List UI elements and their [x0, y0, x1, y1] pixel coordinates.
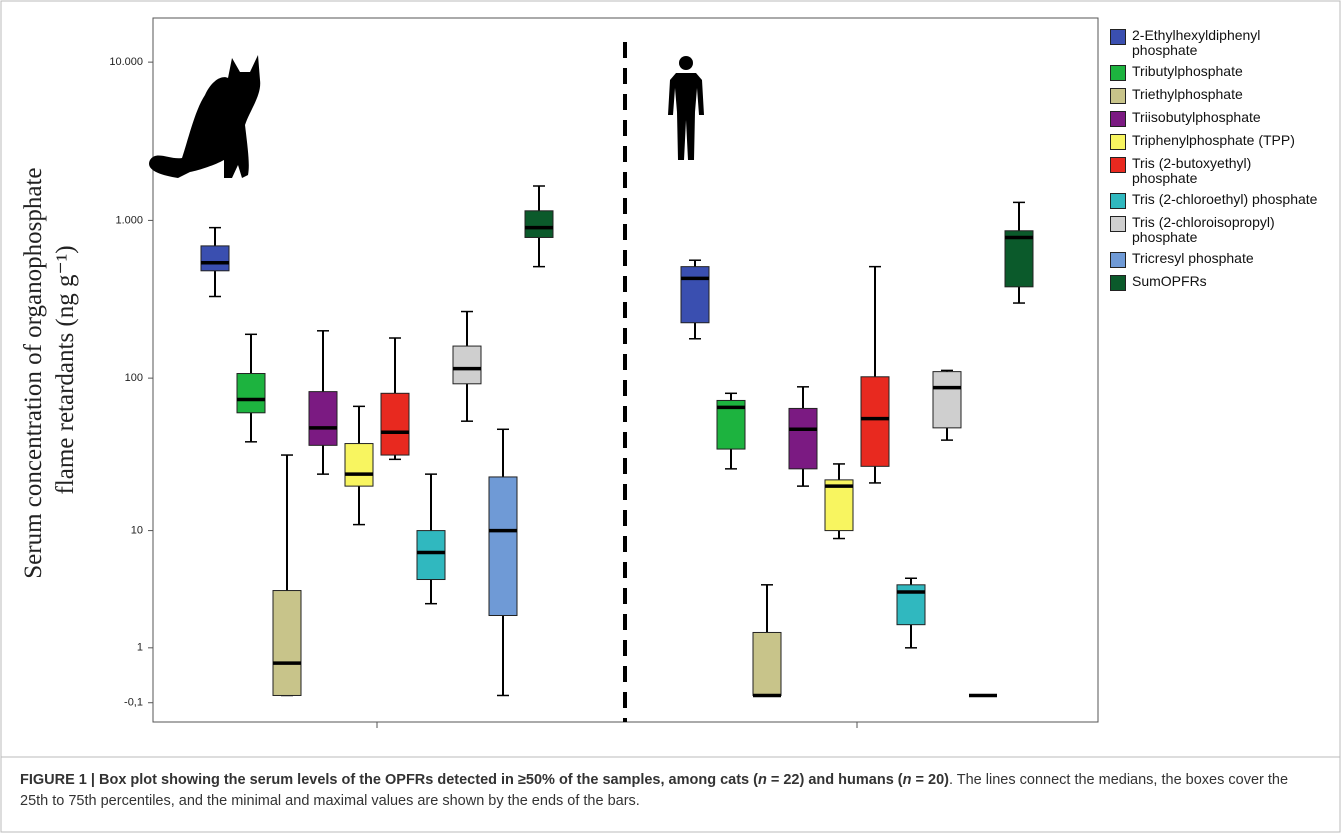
box — [932, 371, 962, 429]
legend-item: Triethylphosphate — [1110, 87, 1320, 104]
box — [272, 590, 302, 696]
box — [452, 345, 482, 385]
human-icon — [668, 56, 704, 160]
legend-swatch — [1110, 275, 1126, 291]
y-tick-label: 10 — [131, 524, 143, 536]
legend-swatch — [1110, 65, 1126, 81]
legend-swatch — [1110, 157, 1126, 173]
legend-swatch — [1110, 134, 1126, 150]
legend-label: Triphenylphosphate (TPP) — [1132, 132, 1295, 148]
caption-text: FIGURE 1 | Box plot showing the serum le… — [20, 772, 758, 788]
legend-label: Tris (2-chloroethyl) phosphate — [1132, 191, 1318, 207]
legend-label: 2-Ethylhexyldiphenyl phosphate — [1132, 27, 1261, 58]
box — [236, 373, 266, 414]
caption-text: . The lines connect the medians, the box… — [20, 772, 1289, 809]
box — [788, 407, 818, 470]
legend-item: Triisobutylphosphate — [1110, 110, 1320, 127]
legend-swatch — [1110, 193, 1126, 209]
caption-text: = 20) — [911, 772, 949, 788]
caption-italic: n — [757, 772, 767, 788]
legend: 2-Ethylhexyldiphenyl phosphate Tributylph… — [1110, 28, 1320, 291]
legend-swatch — [1110, 88, 1126, 104]
legend-item: Tributylphosphate — [1110, 64, 1320, 81]
cat-icon — [149, 55, 261, 178]
legend-swatch — [1110, 111, 1126, 127]
legend-swatch — [1110, 252, 1126, 268]
box — [308, 391, 338, 446]
legend-label: Triethylphosphate — [1132, 86, 1243, 102]
caption-italic: n — [902, 772, 912, 788]
y-tick-label: 1 — [137, 642, 143, 654]
y-tick-label: 1.000 — [115, 214, 143, 226]
y-axis-label-line: flame retardants (ng g⁻¹) — [52, 245, 79, 494]
box — [200, 245, 230, 272]
box — [524, 210, 554, 238]
legend-item: 2-Ethylhexyldiphenyl phosphate — [1110, 28, 1320, 58]
box — [488, 476, 518, 616]
box — [752, 631, 782, 696]
caption: FIGURE 1 | Box plot showing the serum le… — [20, 770, 1320, 812]
y-axis-label: Serum concentration of organophosphate f… — [20, 161, 79, 578]
box — [380, 392, 410, 456]
legend-item: Triphenylphosphate (TPP) — [1110, 133, 1320, 150]
y-tick-label: 100 — [125, 372, 143, 384]
legend-label: Tris (2-chloroisopropyl) phosphate — [1132, 214, 1275, 245]
box — [416, 530, 446, 581]
legend-label: Tricresyl phosphate — [1132, 250, 1254, 266]
legend-item: Tris (2-chloroisopropyl) phosphate — [1110, 215, 1320, 245]
legend-label: SumOPFRs — [1132, 273, 1207, 289]
legend-item: SumOPFRs — [1110, 274, 1320, 291]
y-tick-label: -0,1 — [124, 697, 143, 709]
box — [824, 479, 854, 532]
legend-swatch — [1110, 29, 1126, 45]
legend-label: Tris (2-butoxyethyl) phosphate — [1132, 155, 1252, 186]
legend-item: Tris (2-butoxyethyl) phosphate — [1110, 156, 1320, 186]
legend-label: Tributylphosphate — [1132, 63, 1243, 79]
caption-bold: FIGURE 1 | Box plot showing the serum le… — [20, 772, 949, 788]
legend-item: Tricresyl phosphate — [1110, 251, 1320, 268]
legend-item: Tris (2-chloroethyl) phosphate — [1110, 192, 1320, 209]
y-axis-label-line: Serum concentration of organophosphate — [20, 168, 47, 579]
legend-label: Triisobutylphosphate — [1132, 109, 1261, 125]
box — [344, 443, 374, 487]
box — [680, 266, 710, 324]
caption-text: = 22) and humans ( — [766, 772, 903, 788]
legend-swatch — [1110, 216, 1126, 232]
y-tick-label: 10.000 — [109, 56, 143, 68]
box — [1004, 230, 1034, 288]
box — [860, 376, 890, 467]
